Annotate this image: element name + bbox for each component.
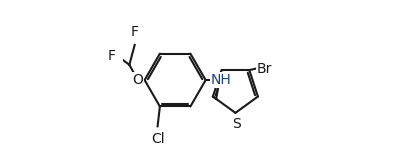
Text: O: O bbox=[132, 73, 143, 87]
Text: F: F bbox=[131, 25, 139, 39]
Text: NH: NH bbox=[211, 73, 232, 87]
Text: F: F bbox=[108, 49, 116, 63]
Text: S: S bbox=[232, 118, 241, 132]
Text: Br: Br bbox=[257, 62, 272, 76]
Text: Cl: Cl bbox=[151, 132, 164, 146]
